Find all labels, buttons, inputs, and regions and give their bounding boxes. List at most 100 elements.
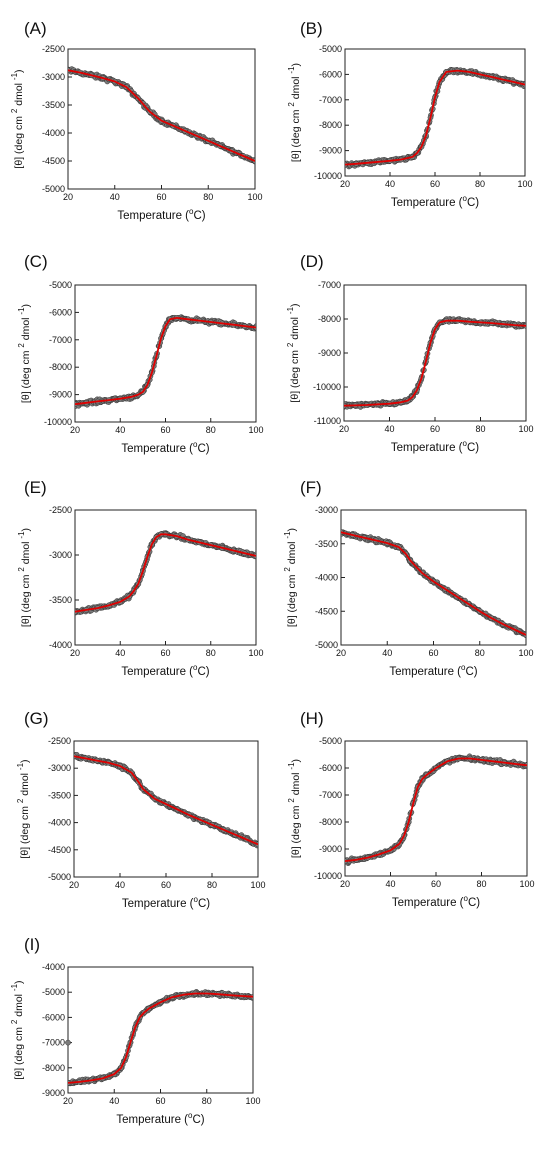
x-tick-label: 40 (384, 424, 394, 434)
x-tick-label: 80 (207, 880, 217, 890)
x-tick-label: 20 (69, 880, 79, 890)
x-tick-label: 20 (340, 179, 350, 189)
chart-panel-e: (E) 20 40 60 80 100 -4000 -3500 -3000 -2500 Temper… (17, 478, 264, 678)
x-axis-title: Temperature (oC) (391, 194, 479, 209)
panel-label: (C) (24, 252, 48, 271)
panel-label: (G) (24, 709, 49, 728)
y-tick-label: -5000 (319, 736, 342, 746)
x-tick-label: 40 (115, 425, 125, 435)
data-layer (75, 530, 256, 616)
y-tick-label: -9000 (49, 390, 72, 400)
x-tick-label: 20 (340, 879, 350, 889)
plot-frame (344, 48, 526, 177)
y-tick-label: -4500 (42, 156, 65, 166)
x-tick-label: 100 (250, 880, 265, 890)
y-tick-label: -10000 (314, 171, 342, 181)
x-tick-label: 100 (518, 424, 533, 434)
y-tick-label: -10000 (313, 382, 341, 392)
chart-panel-g: (G) 20 40 60 80 100 -5000 -4500 -4000 -3500 -3000 -… (16, 709, 266, 910)
y-tick-label: -3000 (42, 72, 65, 82)
panel-label: (F) (300, 478, 322, 497)
panel-label: (E) (24, 478, 47, 497)
chart-panel-c: (C) 20 40 60 80 100 -10000 -9000 -8000 -7000 -6000… (17, 252, 264, 455)
x-axis-title: Temperature (oC) (389, 663, 477, 678)
panel-label: (D) (300, 252, 324, 271)
x-tick-label: 80 (202, 1096, 212, 1106)
fit-line (75, 317, 256, 406)
y-tick-label: -8000 (49, 362, 72, 372)
data-layer (345, 66, 525, 170)
y-tick-label: -3000 (49, 550, 72, 560)
y-tick-label: -7000 (318, 280, 341, 290)
x-axis-title: Temperature (oC) (121, 440, 209, 455)
panel-label: (B) (300, 19, 323, 38)
y-tick-label: -8000 (318, 314, 341, 324)
y-axis-title: [θ] (deg cm 2 dmol -1) (287, 759, 302, 858)
y-tick-label: -6000 (42, 1012, 65, 1022)
data-point-outlier (65, 1039, 71, 1046)
y-tick-label: -4000 (42, 962, 65, 972)
x-tick-label: 80 (206, 648, 216, 658)
y-tick-label: -2500 (49, 505, 72, 515)
y-axis-title: [θ] (deg cm 2 dmol -1) (10, 69, 25, 168)
y-tick-label: -5000 (49, 280, 72, 290)
y-tick-label: -6000 (319, 763, 342, 773)
x-tick-label: 80 (203, 192, 213, 202)
y-axis-title: [θ] (deg cm 2 dmol -1) (17, 528, 32, 627)
x-tick-label: 80 (206, 425, 216, 435)
y-tick-label: -4000 (48, 818, 71, 828)
y-tick-label: -8000 (319, 120, 342, 130)
x-tick-label: 20 (63, 192, 73, 202)
panel-label: (I) (24, 935, 40, 954)
y-axis-title: [θ] (deg cm 2 dmol -1) (10, 980, 25, 1079)
x-tick-label: 100 (245, 1096, 260, 1106)
x-tick-label: 100 (518, 648, 533, 658)
y-tick-label: -2500 (48, 736, 71, 746)
chart-panel-a: (A) 20 40 60 80 100 -5000 -4500 -4000 -3500 -3000 -… (10, 19, 263, 222)
plot-frame (343, 284, 527, 422)
y-tick-label: -5000 (42, 184, 65, 194)
y-tick-label: -6000 (49, 307, 72, 317)
y-tick-label: -9000 (319, 844, 342, 854)
y-tick-label: -7000 (42, 1038, 65, 1048)
y-axis-title: [θ] (deg cm 2 dmol -1) (17, 304, 32, 403)
fit-line (68, 992, 253, 1084)
fit-line (75, 533, 256, 613)
y-tick-label: -3000 (48, 763, 71, 773)
y-axis-title: [θ] (deg cm 2 dmol -1) (16, 759, 31, 858)
y-tick-label: -3500 (42, 100, 65, 110)
x-tick-label: 80 (475, 179, 485, 189)
plot-frame (74, 509, 257, 646)
y-tick-label: -4000 (315, 573, 338, 583)
y-tick-label: -4000 (42, 128, 65, 138)
x-tick-label: 60 (430, 179, 440, 189)
y-tick-label: -3500 (49, 595, 72, 605)
y-tick-label: -11000 (314, 416, 341, 426)
data-layer (74, 751, 258, 849)
data-layer (68, 66, 255, 165)
x-axis-title: Temperature (oC) (117, 207, 205, 222)
chart-panel-b: (B) 20 40 60 80 100 -10000 -9000 -8000 -7000 -6000… (287, 19, 533, 209)
x-tick-label: 80 (476, 879, 486, 889)
fit-line (74, 755, 258, 846)
data-layer (68, 989, 253, 1087)
y-tick-label: -4500 (48, 845, 71, 855)
y-tick-label: -9000 (42, 1088, 65, 1098)
panel-label: (H) (300, 709, 324, 728)
fit-line (345, 69, 525, 166)
x-tick-label: 100 (517, 179, 532, 189)
x-tick-label: 100 (247, 192, 262, 202)
y-tick-label: -5000 (48, 872, 71, 882)
y-tick-label: -7000 (319, 790, 342, 800)
data-layer (344, 316, 526, 410)
x-axis-title: Temperature (oC) (122, 895, 210, 910)
x-tick-label: 20 (339, 424, 349, 434)
y-tick-label: -5000 (319, 44, 342, 54)
x-axis-title: Temperature (oC) (392, 894, 480, 909)
x-tick-label: 40 (115, 880, 125, 890)
panel-label: (A) (24, 19, 47, 38)
x-tick-label: 20 (70, 425, 80, 435)
y-tick-label: -10000 (314, 871, 342, 881)
